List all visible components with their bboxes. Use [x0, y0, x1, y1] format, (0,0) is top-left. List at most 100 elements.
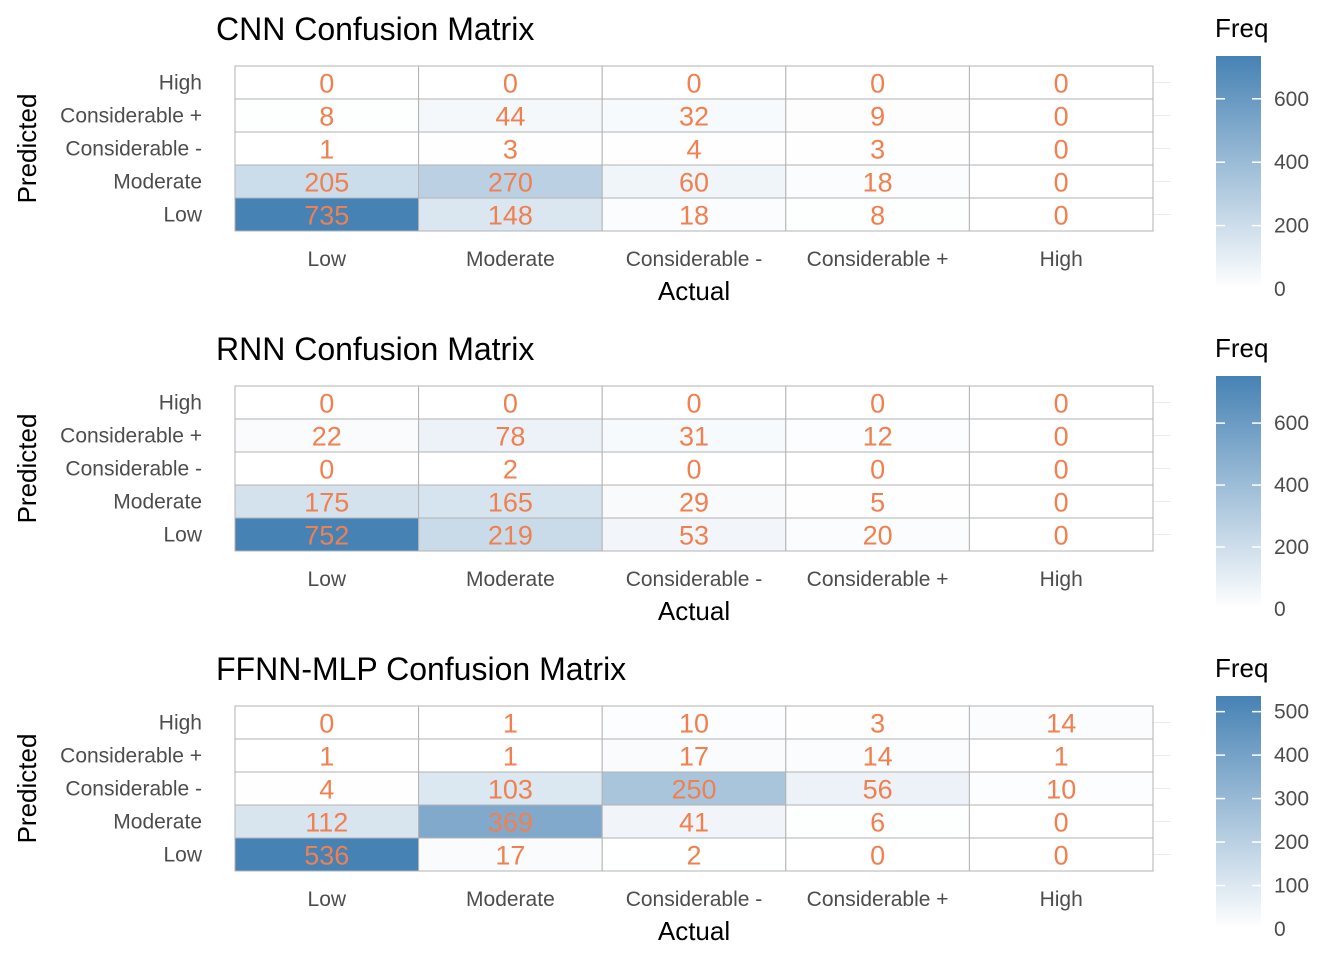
- cell-value-label: 1: [1054, 742, 1069, 772]
- cell-value-label: 219: [488, 521, 533, 551]
- x-tick-label: High: [1040, 568, 1083, 591]
- heatmap-cell: [968, 517, 1154, 552]
- cell-value-label: 32: [679, 102, 709, 132]
- heatmap-cell: [418, 164, 603, 199]
- heatmap-cell: [234, 418, 420, 453]
- heatmap-cell: [968, 771, 1154, 806]
- color-legend: Freq 0 100 200 300 400 500: [1215, 653, 1309, 941]
- y-tick-label: High: [159, 72, 202, 95]
- heatmap-cell: [418, 804, 603, 839]
- heatmap-cell: [234, 517, 420, 552]
- heatmap-cell: [601, 65, 787, 100]
- cell-value-label: 2: [686, 841, 701, 871]
- cell-value-label: 0: [319, 709, 334, 739]
- cell-value-label: 10: [679, 709, 709, 739]
- heatmap-cell: [601, 517, 787, 552]
- legend-tick-label: 400: [1274, 151, 1309, 174]
- legend-tick-label: 0: [1274, 598, 1286, 621]
- legend-title: Freq: [1215, 13, 1268, 43]
- cell-value-label: 0: [1054, 168, 1069, 198]
- cell-value-label: 0: [1054, 488, 1069, 518]
- heatmap-cell: [968, 164, 1154, 199]
- y-axis-title: Predicted: [12, 414, 42, 524]
- heatmap-cell: [234, 451, 420, 486]
- y-tick-label: Moderate: [113, 171, 202, 194]
- cell-value-label: 8: [870, 201, 885, 231]
- cell-value-label: 735: [304, 201, 349, 231]
- x-tick-label: Moderate: [466, 888, 555, 911]
- x-tick-label: Moderate: [466, 248, 555, 271]
- cell-value-label: 0: [870, 841, 885, 871]
- cell-value-label: 0: [870, 455, 885, 485]
- cell-value-label: 6: [870, 808, 885, 838]
- cell-value-label: 0: [1054, 102, 1069, 132]
- cell-value-label: 18: [863, 168, 893, 198]
- heatmap-cell: [234, 65, 420, 100]
- cell-value-label: 3: [870, 709, 885, 739]
- cell-value-label: 0: [1054, 389, 1069, 419]
- x-tick-label: High: [1040, 248, 1083, 271]
- legend-colorbar: [1216, 376, 1261, 609]
- x-tick-label: Considerable +: [807, 568, 949, 591]
- heatmap-cell: [968, 131, 1154, 166]
- cell-value-label: 53: [679, 521, 709, 551]
- heatmap-cell: [601, 771, 787, 806]
- cell-value-label: 17: [495, 841, 525, 871]
- cell-value-label: 112: [305, 808, 348, 838]
- legend-tick-label: 0: [1274, 278, 1286, 301]
- heatmap-cell: [968, 197, 1154, 232]
- cell-value-label: 60: [679, 168, 709, 198]
- heatmap-cell: [785, 484, 970, 519]
- cell-value-label: 536: [304, 841, 349, 871]
- heatmap-cell: [785, 738, 970, 773]
- cell-value-label: 205: [304, 168, 349, 198]
- y-tick-label: Considerable +: [60, 105, 202, 128]
- y-tick-label: Low: [163, 844, 202, 867]
- legend-tick-label: 500: [1274, 701, 1309, 724]
- legend-tick-label: 600: [1274, 412, 1309, 435]
- heatmap-cell: [785, 837, 970, 872]
- y-tick-label: Considerable -: [65, 458, 202, 481]
- heatmap-cell: [418, 517, 603, 552]
- heatmap-cell: [418, 98, 603, 133]
- y-tick-label: Low: [163, 204, 202, 227]
- legend-tick-label: 100: [1274, 875, 1309, 898]
- heatmap-cell: [968, 98, 1154, 133]
- x-tick-label: Low: [308, 248, 347, 271]
- cell-value-label: 0: [319, 389, 334, 419]
- cell-value-label: 369: [488, 808, 533, 838]
- legend-tick-label: 300: [1274, 788, 1309, 811]
- y-tick-label: High: [159, 712, 202, 735]
- cell-value-label: 270: [488, 168, 533, 198]
- cell-value-label: 8: [319, 102, 334, 132]
- cell-value-label: 0: [686, 389, 701, 419]
- cell-value-label: 3: [870, 135, 885, 165]
- cell-value-label: 752: [304, 521, 349, 551]
- y-tick-label: Moderate: [113, 811, 202, 834]
- cell-value-label: 14: [1046, 709, 1076, 739]
- cell-value-label: 0: [686, 455, 701, 485]
- heatmap-cell: [785, 705, 970, 740]
- heatmap-cell: [601, 131, 787, 166]
- cell-value-label: 17: [679, 742, 709, 772]
- heatmap-cell: [234, 164, 420, 199]
- chart-title: RNN Confusion Matrix: [216, 331, 534, 367]
- heatmap-cell: [234, 837, 420, 872]
- heatmap-cell: [234, 771, 420, 806]
- x-tick-label: Considerable -: [626, 888, 763, 911]
- heatmap-cell: [234, 197, 420, 232]
- cell-value-label: 20: [863, 521, 893, 551]
- cell-value-label: 1: [503, 742, 518, 772]
- heatmap-cell: [968, 738, 1154, 773]
- cell-value-label: 0: [1054, 521, 1069, 551]
- heatmap-cell: [234, 131, 420, 166]
- cell-value-label: 4: [319, 775, 334, 805]
- color-legend: Freq 0 200 400 600: [1215, 333, 1309, 621]
- x-axis-title: Actual: [658, 596, 730, 626]
- cell-value-label: 0: [1054, 455, 1069, 485]
- heatmap-cell: [601, 197, 787, 232]
- heatmap-cell: [601, 164, 787, 199]
- heatmap-cell: [785, 197, 970, 232]
